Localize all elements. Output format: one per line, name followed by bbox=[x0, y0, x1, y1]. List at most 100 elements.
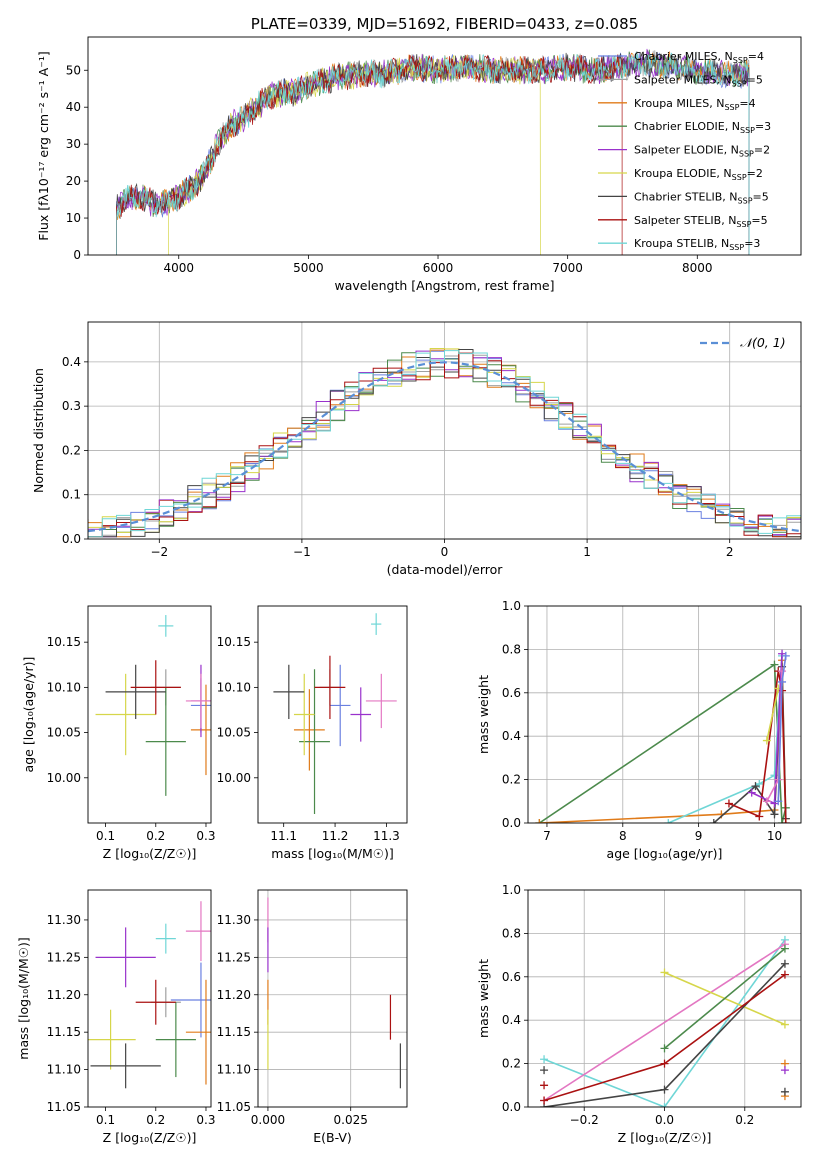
weight-line bbox=[667, 655, 783, 823]
legend-text: =5 bbox=[747, 73, 763, 86]
y-tick-label: 10.15 bbox=[217, 635, 251, 649]
error-bar-point bbox=[158, 615, 174, 637]
legend-sub: SSP bbox=[740, 126, 755, 135]
error-bar-point bbox=[314, 655, 346, 720]
error-bar-point bbox=[95, 927, 156, 988]
x-axis-label: (data-model)/error bbox=[387, 562, 504, 577]
axes-frame bbox=[257, 889, 408, 1108]
legend-sub: SSP bbox=[724, 103, 739, 112]
x-tick-label: −1 bbox=[293, 545, 311, 559]
legend-sub: SSP bbox=[732, 173, 747, 182]
y-tick-label: 0.6 bbox=[502, 970, 521, 984]
y-tick-label: 11.30 bbox=[217, 913, 251, 927]
y-tick-label: 0.8 bbox=[502, 926, 521, 940]
y-tick-label: 11.10 bbox=[47, 1063, 81, 1077]
axes-frame bbox=[87, 36, 802, 256]
legend-label: Salpeter ELODIE, NSSP=2 bbox=[634, 144, 770, 159]
plus-marker bbox=[780, 944, 789, 953]
legend-text: Chabrier STELIB, N bbox=[634, 190, 738, 203]
plus-marker bbox=[664, 819, 673, 823]
plus-marker bbox=[755, 812, 764, 821]
error-bar-point bbox=[350, 687, 372, 742]
error-bar-point bbox=[185, 979, 211, 1085]
plus-marker bbox=[540, 1066, 549, 1075]
y-tick-label: 10.00 bbox=[47, 771, 81, 785]
plus-marker bbox=[540, 1096, 549, 1105]
plot-area bbox=[267, 897, 401, 1089]
y-tick-label: 1.0 bbox=[502, 883, 521, 897]
error-bar-point bbox=[329, 664, 351, 747]
legend-label: Chabrier ELODIE, NSSP=3 bbox=[634, 120, 771, 135]
plus-marker bbox=[660, 1103, 669, 1107]
y-tick-label: 11.05 bbox=[47, 1100, 81, 1114]
y-tick-label: 0.0 bbox=[502, 816, 521, 830]
plus-marker bbox=[781, 651, 790, 660]
plus-marker bbox=[780, 1066, 789, 1075]
y-tick-label: 11.15 bbox=[217, 1025, 251, 1039]
x-tick-label: 2 bbox=[726, 545, 734, 559]
plot-area bbox=[88, 348, 801, 538]
mass-vs-ebv-panel: 0.000 0.025 11.05 11.10 11.15 11.20 11.25 11.30… bbox=[217, 889, 408, 1145]
plus-marker bbox=[709, 819, 718, 823]
weight-line bbox=[543, 943, 786, 1102]
age-vs-mass-panel: 11.1 11.2 11.3 10.00 10.05 10.10 10.15 mass [lo… bbox=[217, 605, 408, 861]
legend-text: =4 bbox=[748, 50, 764, 63]
plus-marker bbox=[660, 1059, 669, 1068]
plot-area bbox=[273, 613, 397, 814]
x-tick-label: 11.2 bbox=[322, 829, 349, 843]
plus-marker bbox=[660, 1085, 669, 1094]
x-tick-label: 8 bbox=[619, 829, 627, 843]
plus-marker bbox=[780, 959, 789, 968]
legend-sub: SSP bbox=[733, 56, 748, 65]
y-tick-label: 0.2 bbox=[502, 773, 521, 787]
legend-label: Kroupa STELIB, NSSP=3 bbox=[634, 237, 760, 252]
legend-sub: SSP bbox=[729, 243, 744, 252]
error-bar-point bbox=[135, 979, 176, 1025]
legend-label: Kroupa MILES, NSSP=4 bbox=[634, 97, 756, 112]
y-tick-label: 0.4 bbox=[502, 1013, 521, 1027]
legend-sub: SSP bbox=[732, 79, 747, 88]
y-axis-label: mass weight bbox=[476, 675, 491, 754]
spectrum-line bbox=[116, 52, 750, 255]
plus-marker bbox=[780, 970, 789, 979]
plus-marker bbox=[778, 819, 787, 823]
x-axis-label: Z [log₁₀(Z/Z☉)] bbox=[618, 1130, 712, 1145]
x-axis-label: E(B-V) bbox=[313, 1130, 352, 1145]
y-tick-label: 20 bbox=[66, 174, 81, 188]
error-bar-point bbox=[293, 689, 325, 771]
x-tick-label: 11.3 bbox=[373, 829, 400, 843]
error-bar-point bbox=[155, 1002, 196, 1078]
error-bar-point bbox=[371, 613, 382, 635]
histogram-series bbox=[88, 349, 801, 538]
legend-text: Salpeter STELIB, N bbox=[634, 214, 736, 227]
plus-marker bbox=[762, 797, 771, 806]
y-axis-label: age [log₁₀(age/yr)] bbox=[21, 657, 36, 773]
y-axis-label: Normed distribution bbox=[31, 368, 46, 493]
plus-marker bbox=[540, 1055, 549, 1064]
x-tick-label: 0.2 bbox=[146, 829, 165, 843]
spectrum-panel: 4000 5000 6000 7000 8000 0 10 20 30 40 50 wavelengt… bbox=[36, 15, 802, 293]
plus-marker bbox=[540, 1081, 549, 1090]
plus-marker bbox=[535, 819, 544, 823]
x-tick-label: −2 bbox=[150, 545, 168, 559]
legend-label: 𝒩(0, 1) bbox=[740, 335, 786, 350]
age-vs-z-panel: 0.1 0.2 0.3 10.00 10.05 10.10 10.15 Z [log₁₀(Z/… bbox=[21, 605, 216, 861]
axes-frame bbox=[87, 605, 212, 824]
y-tick-label: 0.0 bbox=[502, 1100, 521, 1114]
y-tick-label: 10.05 bbox=[47, 726, 81, 740]
y-tick-label: 0.2 bbox=[62, 443, 81, 457]
y-tick-label: 10 bbox=[66, 211, 81, 225]
error-bar-point bbox=[293, 673, 315, 756]
x-tick-label: 8000 bbox=[682, 261, 713, 275]
axes-frame bbox=[527, 605, 802, 824]
x-tick-label: 0.3 bbox=[196, 1113, 215, 1127]
y-tick-label: 0.6 bbox=[502, 686, 521, 700]
legend-text: =2 bbox=[747, 167, 763, 180]
plus-marker bbox=[747, 788, 756, 797]
y-tick-label: 0 bbox=[73, 248, 81, 262]
plus-marker bbox=[770, 810, 779, 819]
x-tick-label: 0.2 bbox=[146, 1113, 165, 1127]
legend-text: Kroupa MILES, N bbox=[634, 97, 724, 110]
weight-line bbox=[766, 688, 780, 741]
